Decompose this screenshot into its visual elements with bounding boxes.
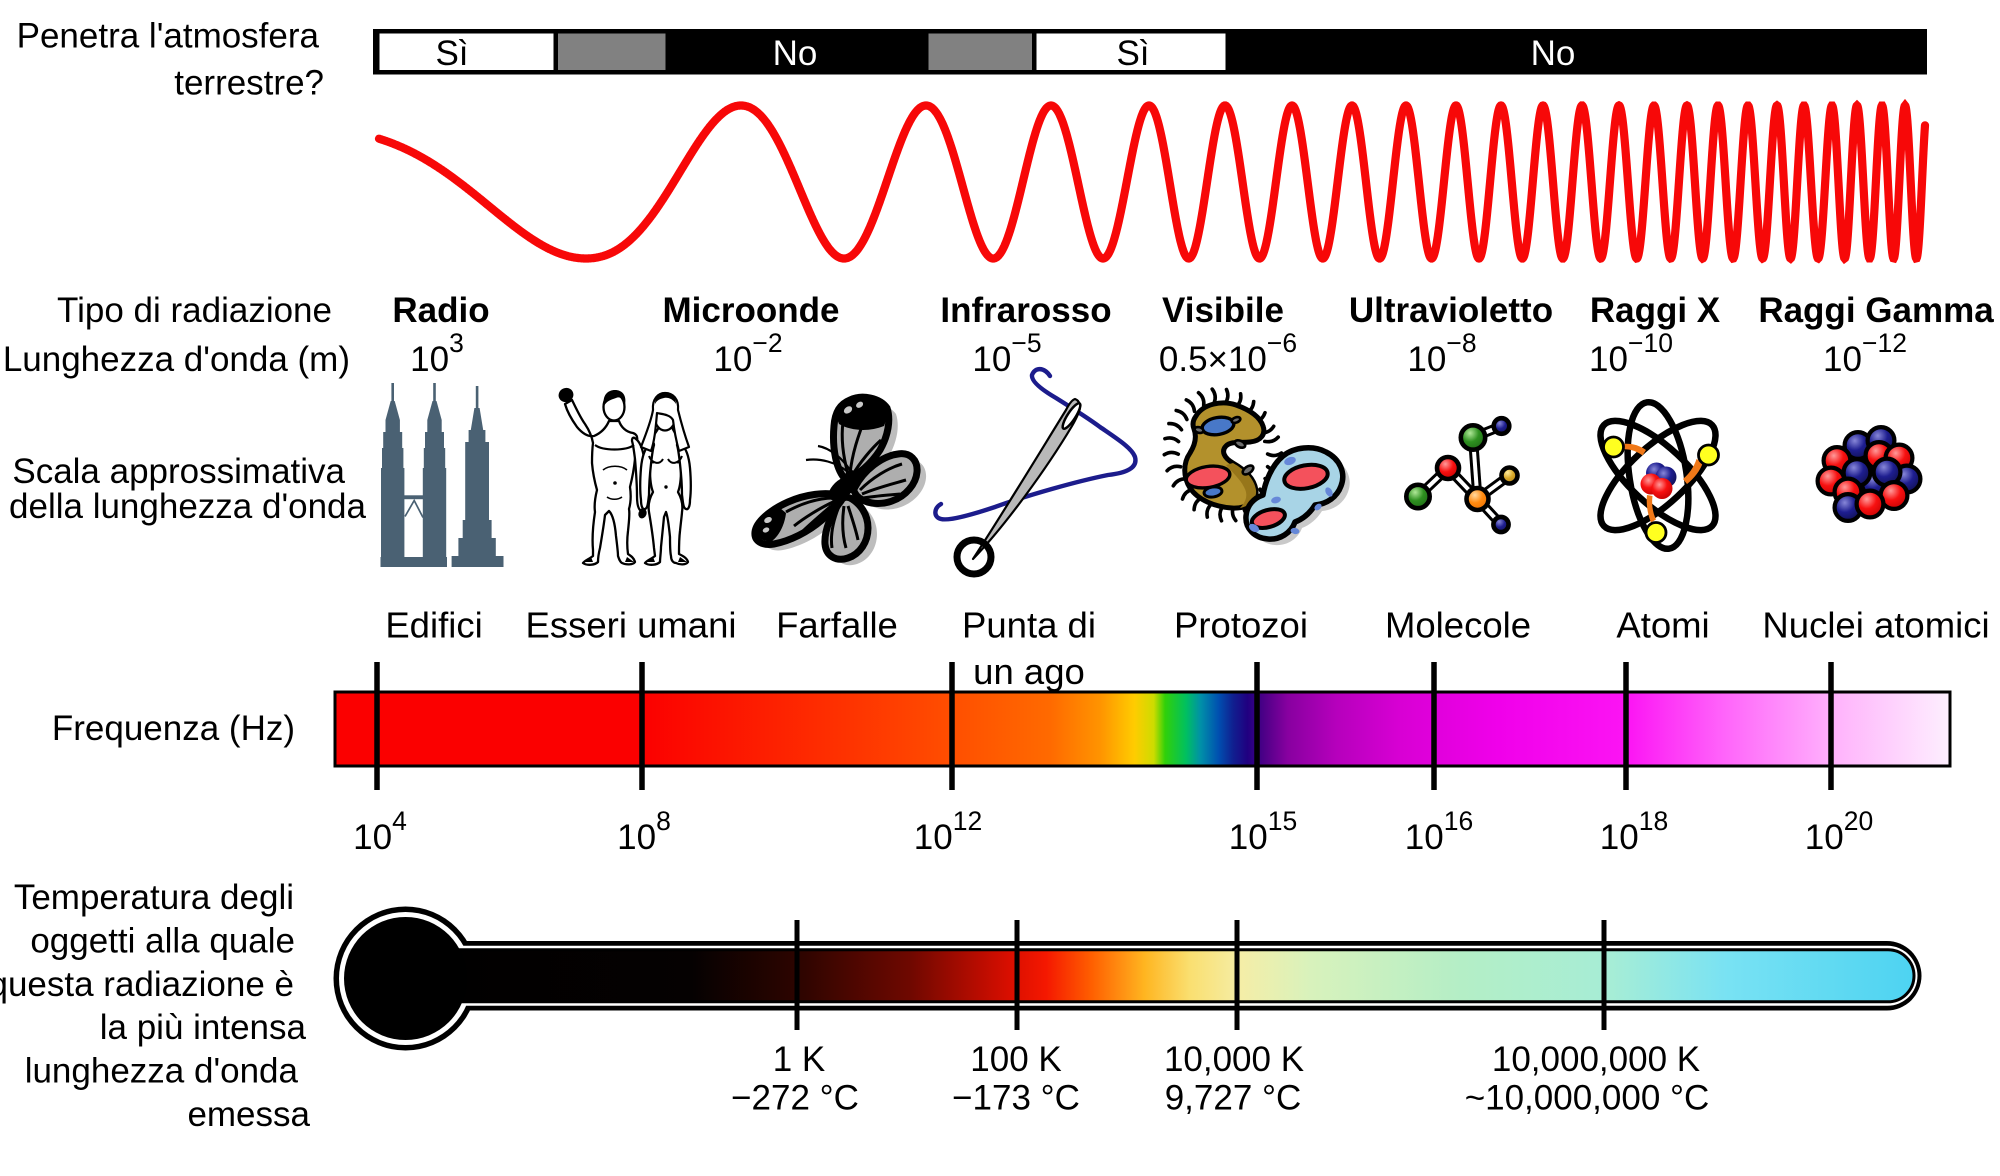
svg-text:Molecole: Molecole — [1385, 605, 1531, 646]
svg-text:10,000,000 K: 10,000,000 K — [1492, 1040, 1700, 1079]
svg-text:Atomi: Atomi — [1616, 605, 1709, 646]
svg-text:Nuclei atomici: Nuclei atomici — [1762, 605, 1989, 646]
svg-text:Edifici: Edifici — [385, 605, 482, 646]
svg-text:100 K: 100 K — [970, 1040, 1061, 1079]
svg-text:lunghezza d'onda: lunghezza d'onda — [25, 1052, 299, 1091]
svg-text:Scala approssimativa: Scala approssimativa — [12, 452, 345, 491]
svg-text:emessa: emessa — [187, 1095, 310, 1134]
svg-text:9,727 °C: 9,727 °C — [1165, 1079, 1302, 1118]
svg-text:Raggi X: Raggi X — [1590, 291, 1721, 330]
svg-text:1 K: 1 K — [773, 1040, 826, 1079]
svg-text:Sì: Sì — [435, 34, 468, 73]
svg-text:Lunghezza d'onda (m): Lunghezza d'onda (m) — [3, 340, 350, 379]
svg-text:un ago: un ago — [973, 651, 1085, 692]
svg-text:Farfalle: Farfalle — [776, 605, 898, 646]
svg-text:Radio: Radio — [392, 291, 489, 330]
svg-text:−173 °C: −173 °C — [952, 1079, 1080, 1118]
svg-text:10,000 K: 10,000 K — [1164, 1040, 1304, 1079]
svg-text:Punta di: Punta di — [962, 605, 1096, 646]
svg-text:Temperatura degli: Temperatura degli — [14, 878, 294, 917]
svg-text:No: No — [1531, 34, 1576, 73]
svg-text:Frequenza (Hz): Frequenza (Hz) — [52, 709, 295, 748]
svg-text:la più intensa: la più intensa — [100, 1008, 307, 1047]
svg-text:Sì: Sì — [1116, 34, 1149, 73]
svg-text:~10,000,000 °C: ~10,000,000 °C — [1465, 1079, 1710, 1118]
svg-text:Tipo di radiazione: Tipo di radiazione — [57, 291, 332, 330]
svg-text:Visibile: Visibile — [1162, 291, 1284, 330]
svg-text:Esseri umani: Esseri umani — [526, 605, 737, 646]
svg-text:Penetra l'atmosfera: Penetra l'atmosfera — [17, 17, 320, 56]
svg-text:Microonde: Microonde — [663, 291, 840, 330]
svg-text:oggetti alla quale: oggetti alla quale — [30, 921, 295, 960]
svg-text:questa radiazione è: questa radiazione è — [0, 965, 294, 1004]
svg-text:−272 °C: −272 °C — [731, 1079, 859, 1118]
svg-text:Protozoi: Protozoi — [1174, 605, 1308, 646]
svg-text:terrestre?: terrestre? — [174, 64, 324, 103]
svg-text:della lunghezza d'onda: della lunghezza d'onda — [9, 487, 367, 526]
svg-text:No: No — [773, 34, 818, 73]
svg-text:Ultravioletto: Ultravioletto — [1349, 291, 1553, 330]
svg-text:Infrarosso: Infrarosso — [940, 291, 1111, 330]
svg-text:Raggi Gamma: Raggi Gamma — [1758, 291, 1994, 330]
